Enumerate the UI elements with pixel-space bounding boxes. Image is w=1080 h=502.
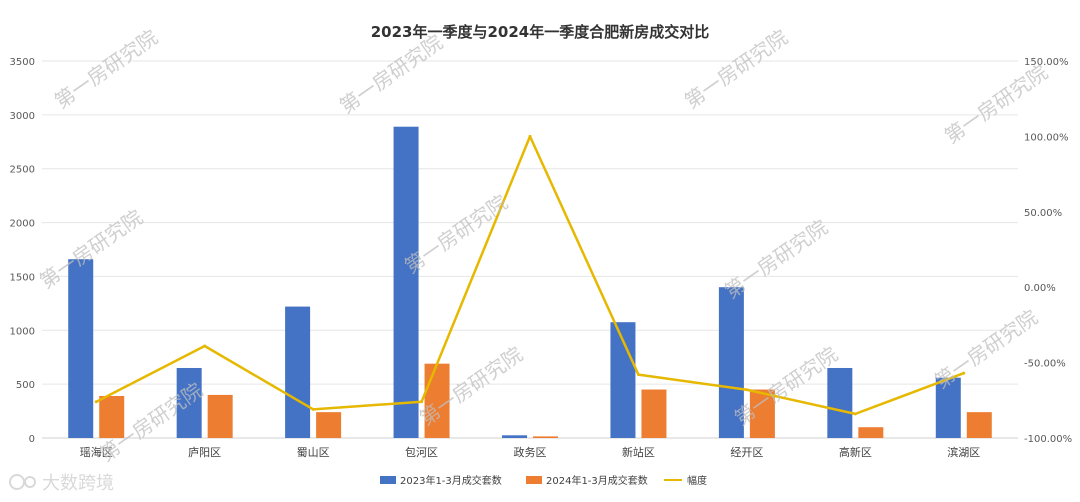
bars: [68, 126, 992, 438]
right-tick-label: 50.00%: [1024, 208, 1062, 219]
bar-2023: [827, 367, 853, 438]
category-label: 高新区: [839, 445, 872, 459]
line-point: [528, 134, 532, 138]
line-point: [420, 400, 424, 404]
bar-2024: [207, 394, 233, 438]
watermark-text: 第一房研究院: [720, 215, 832, 303]
brand-logo-icon-dot: [24, 476, 36, 488]
bar-2023: [393, 126, 419, 438]
category-label: 瑶海区: [80, 445, 113, 459]
bar-2024: [424, 363, 450, 438]
legend-label-2023: 2023年1-3月成交套数: [400, 474, 502, 487]
category-label: 蜀山区: [297, 446, 330, 459]
bar-2024: [533, 436, 558, 438]
legend-swatch-2024: [526, 476, 542, 484]
legend-label-change: 幅度: [687, 474, 707, 487]
category-label: 经开区: [730, 446, 763, 459]
bar-2023: [935, 377, 961, 438]
category-label: 政务区: [514, 445, 547, 459]
bar-2024: [966, 412, 992, 438]
gridlines: [42, 60, 1018, 439]
line-point: [636, 373, 640, 377]
line-point: [745, 388, 749, 392]
bar-2023: [718, 287, 744, 438]
category-label: 滨湖区: [947, 445, 980, 459]
watermark-text: 第一房研究院: [930, 305, 1042, 393]
bar-2024: [641, 389, 667, 438]
watermark-text: 第一房研究院: [335, 30, 447, 118]
bar-2024: [858, 427, 884, 438]
bar-2023: [176, 367, 202, 438]
line-point: [962, 371, 966, 375]
bar-2024: [99, 395, 125, 438]
line-point: [853, 412, 857, 416]
brand-logo: 大数跨境: [9, 473, 114, 494]
watermark-text: 第一房研究院: [730, 342, 842, 430]
brand-logo-icon: [9, 474, 25, 490]
left-axis-ticks: 0 500 1000 1500 2000 2500 3000 3500: [10, 57, 35, 445]
line-point: [311, 407, 315, 411]
category-labels: 瑶海区 庐阳区 蜀山区 包河区 政务区 新站区 经开区 高新区 滨湖区: [80, 445, 981, 459]
line-point: [94, 400, 98, 404]
legend-swatch-2023: [380, 476, 396, 484]
left-tick-label: 500: [16, 380, 35, 391]
bar-2023: [285, 306, 311, 438]
change-line: [94, 134, 966, 416]
bar-2024: [749, 389, 775, 438]
left-tick-label: 1000: [10, 326, 35, 337]
right-tick-label: -100.00%: [1024, 434, 1072, 445]
right-axis-ticks: -100.00% -50.00% 0.00% 50.00% 100.00% 150.00%: [1024, 57, 1072, 445]
category-label: 新站区: [622, 445, 655, 459]
left-tick-label: 1500: [10, 272, 35, 283]
bar-2023: [502, 435, 527, 438]
left-tick-label: 3000: [10, 111, 35, 122]
category-label: 庐阳区: [188, 445, 221, 459]
left-tick-label: 3500: [10, 57, 35, 68]
watermark-text: 第一房研究院: [50, 25, 162, 113]
legend-label-2024: 2024年1-3月成交套数: [546, 474, 648, 487]
right-tick-label: 100.00%: [1024, 132, 1069, 143]
right-tick-label: -50.00%: [1024, 359, 1066, 370]
left-tick-label: 0: [29, 434, 35, 445]
bar-2023: [68, 259, 94, 438]
line-point: [203, 344, 207, 348]
chart-title: 2023年一季度与2024年一季度合肥新房成交对比: [371, 23, 710, 41]
bar-2024: [316, 412, 342, 438]
legend: 2023年1-3月成交套数 2024年1-3月成交套数 幅度: [380, 474, 707, 487]
brand-text: 大数跨境: [42, 473, 114, 494]
left-tick-label: 2500: [10, 165, 35, 176]
right-tick-label: 0.00%: [1024, 283, 1056, 294]
category-label: 包河区: [405, 446, 438, 459]
left-tick-label: 2000: [10, 219, 35, 230]
right-tick-label: 150.00%: [1024, 57, 1069, 68]
